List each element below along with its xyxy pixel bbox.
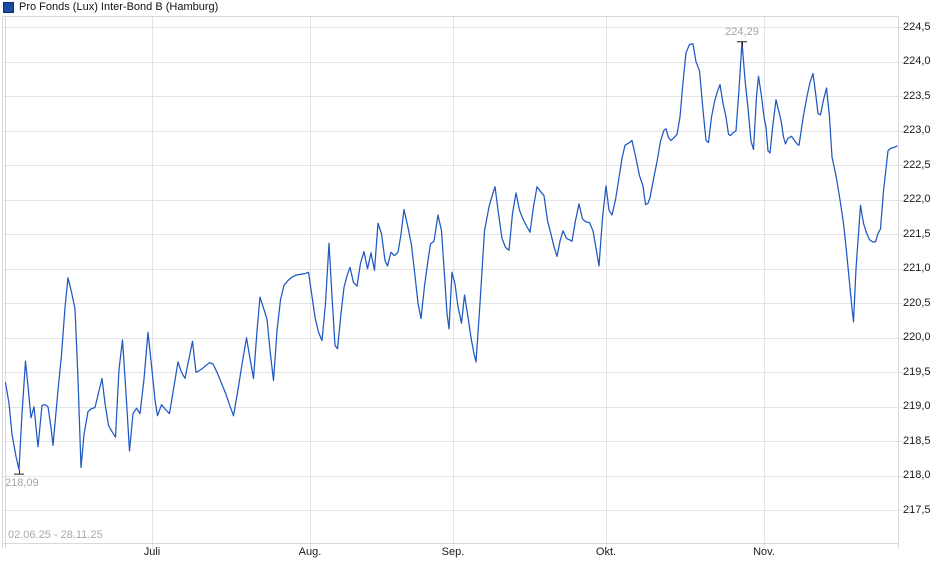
legend-swatch-icon bbox=[3, 2, 14, 13]
x-axis-label: Juli bbox=[143, 546, 161, 558]
x-axis-label: Okt. bbox=[595, 546, 617, 558]
legend-label: Pro Fonds (Lux) Inter-Bond B (Hamburg) bbox=[19, 1, 219, 13]
y-axis-label: 223,0 bbox=[903, 124, 931, 137]
price-line bbox=[4, 41, 898, 471]
x-axis-label: Aug. bbox=[298, 546, 322, 558]
high-marker-icon bbox=[737, 41, 747, 47]
y-axis-label: 219,0 bbox=[903, 400, 931, 413]
y-axis-label: 219,5 bbox=[903, 365, 931, 378]
y-axis-label: 222,5 bbox=[903, 158, 931, 171]
x-axis-label: Sep. bbox=[441, 546, 465, 558]
low-annotation: 218,09 bbox=[5, 476, 39, 489]
legend: Pro Fonds (Lux) Inter-Bond B (Hamburg) bbox=[3, 1, 218, 14]
y-axis-label: 221,5 bbox=[903, 227, 931, 240]
y-axis-label: 221,0 bbox=[903, 262, 931, 275]
y-axis-label: 220,0 bbox=[903, 331, 931, 344]
y-axis-label: 220,5 bbox=[903, 296, 931, 309]
y-axis-label: 218,5 bbox=[903, 434, 931, 447]
y-axis-label: 217,5 bbox=[903, 503, 931, 516]
high-annotation: 224,29 bbox=[725, 25, 759, 38]
low-marker-icon bbox=[14, 470, 24, 475]
x-axis-label: Nov. bbox=[753, 546, 775, 558]
y-axis-label: 222,0 bbox=[903, 193, 931, 206]
y-axis-label: 224,5 bbox=[903, 20, 931, 33]
y-axis-label: 218,0 bbox=[903, 469, 931, 482]
date-range-label: 02.06.25 - 28.11.25 bbox=[8, 529, 103, 541]
plot-frame bbox=[2, 16, 899, 549]
y-axis-label: 223,5 bbox=[903, 89, 931, 102]
y-axis-label: 224,0 bbox=[903, 55, 931, 68]
